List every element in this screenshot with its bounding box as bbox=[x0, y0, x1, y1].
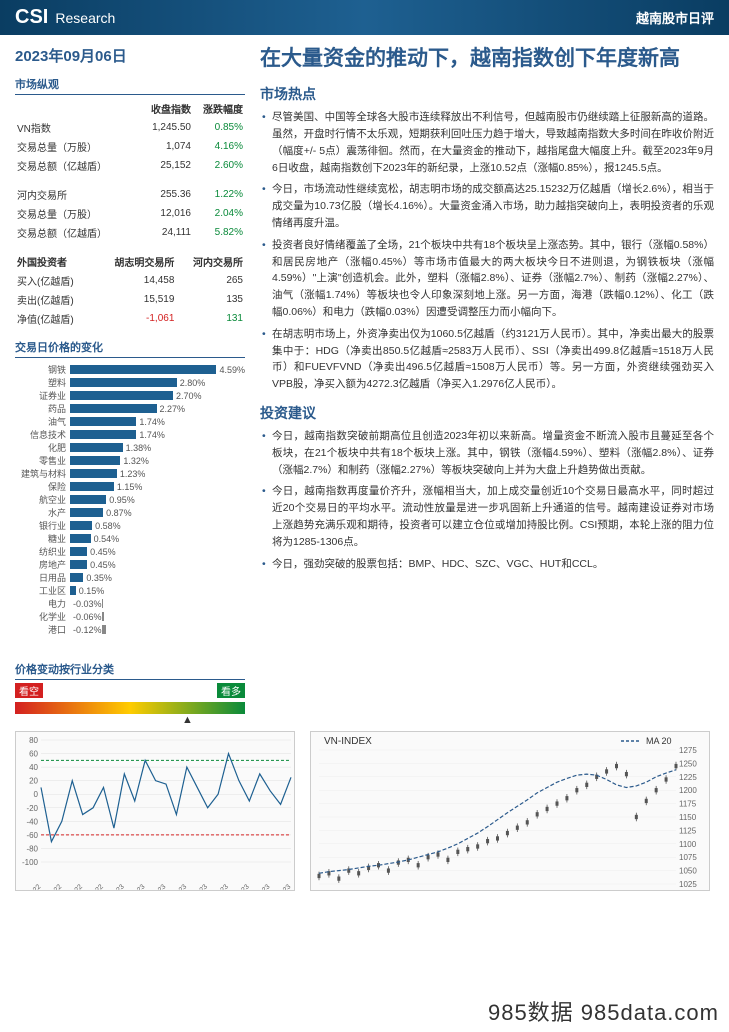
svg-text:1150: 1150 bbox=[679, 813, 697, 822]
market-table-2: 河内交易所255.361.22%交易总量（万股）12,0162.04%交易总额（… bbox=[15, 184, 245, 243]
list-item: 在胡志明市场上，外资净卖出仅为1060.5亿越盾（约3121万人民币）。其中，净… bbox=[260, 326, 714, 393]
svg-text:MA 20: MA 20 bbox=[646, 736, 672, 746]
svg-text:1225: 1225 bbox=[679, 773, 697, 782]
logo-sub: Research bbox=[55, 10, 115, 26]
header: CSI Research 越南股市日评 bbox=[0, 0, 729, 35]
svg-text:80: 80 bbox=[29, 736, 38, 745]
sentiment-bear: 看空 bbox=[15, 683, 43, 698]
hot-list: 尽管美国、中国等全球各大股市连续释放出不利信号，但越南股市仍继续踏上征服新高的道… bbox=[260, 109, 714, 393]
svg-text:1275: 1275 bbox=[679, 746, 697, 755]
list-item: 今日，越南指数突破前期高位且创造2023年初以来新高。增量资金不断流入股市且蔓延… bbox=[260, 428, 714, 478]
svg-text:VN-INDEX: VN-INDEX bbox=[324, 736, 372, 747]
foreign-table: 外国投资者胡志明交易所河内交易所 买入(亿越盾)14,458265卖出(亿越盾)… bbox=[15, 251, 245, 329]
price-change-title: 交易日价格的变化 bbox=[15, 339, 245, 358]
left-sidebar: 2023年09月06日 市场纵观 收盘指数涨跌幅度 VN指数1,245.500.… bbox=[15, 45, 245, 716]
sentiment-marker: ▲ bbox=[182, 714, 193, 726]
sentiment-title: 价格变动按行业分类 bbox=[15, 661, 245, 680]
advice-list: 今日，越南指数突破前期高位且创造2023年初以来新高。增量资金不断流入股市且蔓延… bbox=[260, 428, 714, 572]
svg-text:1175: 1175 bbox=[679, 800, 697, 809]
svg-text:Dec-22: Dec-22 bbox=[84, 883, 105, 891]
sector-bar-chart: 钢铁4.59%塑料2.80%证券业2.70%药品2.27%油气1.74%信息技术… bbox=[15, 363, 245, 636]
watermark: 985数据 985data.com bbox=[488, 995, 719, 1027]
main-content: 在大量资金的推动下，越南指数创下年度新高 市场热点 尽管美国、中国等全球各大股市… bbox=[260, 45, 714, 716]
logo: CSI Research bbox=[15, 6, 115, 29]
list-item: 今日，越南指数再度量价齐升，涨幅相当大，加上成交量创近10个交易日最高水平，同时… bbox=[260, 483, 714, 550]
svg-text:Jul-23: Jul-23 bbox=[232, 883, 251, 891]
list-item: 今日，强劲突破的股票包括：BMP、HDC、SZC、VGC、HUT和CCL。 bbox=[260, 556, 714, 573]
svg-text:Nov-22: Nov-22 bbox=[63, 883, 84, 891]
svg-text:-60: -60 bbox=[26, 831, 38, 840]
svg-text:Sep-23: Sep-23 bbox=[271, 883, 292, 891]
svg-text:Apr-23: Apr-23 bbox=[168, 883, 188, 891]
hot-heading: 市场热点 bbox=[260, 84, 714, 104]
logo-text: CSI bbox=[15, 6, 48, 28]
svg-text:-80: -80 bbox=[26, 844, 38, 853]
report-date: 2023年09月06日 bbox=[15, 45, 245, 66]
oscillator-chart: -100 -80 -60 -40 -20 0 20 40 60 80 Sep-22Oct-22Nov… bbox=[15, 731, 295, 891]
svg-text:1200: 1200 bbox=[679, 786, 697, 795]
list-item: 投资者良好情绪覆盖了全场，21个板块中共有18个板块呈上涨态势。其中，银行（涨幅… bbox=[260, 237, 714, 321]
svg-text:1050: 1050 bbox=[679, 867, 697, 876]
svg-text:1075: 1075 bbox=[679, 853, 697, 862]
vn-index-chart: VN-INDEX MA 20 1025 1050 1075 1100 1125 1150 117… bbox=[310, 731, 710, 891]
svg-text:40: 40 bbox=[29, 763, 38, 772]
svg-text:Feb-23: Feb-23 bbox=[126, 883, 147, 891]
list-item: 尽管美国、中国等全球各大股市连续释放出不利信号，但越南股市仍继续踏上征服新高的道… bbox=[260, 109, 714, 176]
svg-text:Mar-23: Mar-23 bbox=[147, 883, 168, 891]
svg-text:-100: -100 bbox=[22, 858, 39, 867]
advice-heading: 投资建议 bbox=[260, 403, 714, 423]
svg-text:-20: -20 bbox=[26, 804, 38, 813]
bottom-charts: -100 -80 -60 -40 -20 0 20 40 60 80 Sep-22Oct-22Nov… bbox=[0, 726, 729, 896]
svg-text:20: 20 bbox=[29, 777, 38, 786]
svg-text:-40: -40 bbox=[26, 817, 38, 826]
market-overview-title: 市场纵观 bbox=[15, 76, 245, 95]
header-title: 越南股市日评 bbox=[636, 8, 714, 27]
svg-text:1025: 1025 bbox=[679, 880, 697, 889]
svg-text:Oct-22: Oct-22 bbox=[43, 883, 63, 891]
svg-text:1100: 1100 bbox=[679, 840, 697, 849]
svg-text:Jun-23: Jun-23 bbox=[210, 883, 230, 891]
svg-text:60: 60 bbox=[29, 750, 38, 759]
main-title: 在大量资金的推动下，越南指数创下年度新高 bbox=[260, 45, 714, 72]
svg-text:Jan-23: Jan-23 bbox=[106, 883, 126, 891]
svg-text:1125: 1125 bbox=[679, 826, 697, 835]
svg-text:0: 0 bbox=[34, 790, 39, 799]
market-table-1: 收盘指数涨跌幅度 VN指数1,245.500.85%交易总量（万股）1,0744… bbox=[15, 98, 245, 176]
svg-text:May-23: May-23 bbox=[188, 883, 210, 891]
list-item: 今日，市场流动性继续宽松，胡志明市场的成交额高达25.15232万亿越盾（增长2… bbox=[260, 181, 714, 231]
sentiment-bar: ▲ bbox=[15, 702, 245, 714]
svg-text:Aug-23: Aug-23 bbox=[251, 883, 272, 891]
sentiment-bull: 看多 bbox=[217, 683, 245, 698]
svg-text:Sep-22: Sep-22 bbox=[21, 883, 42, 891]
svg-text:1250: 1250 bbox=[679, 759, 697, 768]
